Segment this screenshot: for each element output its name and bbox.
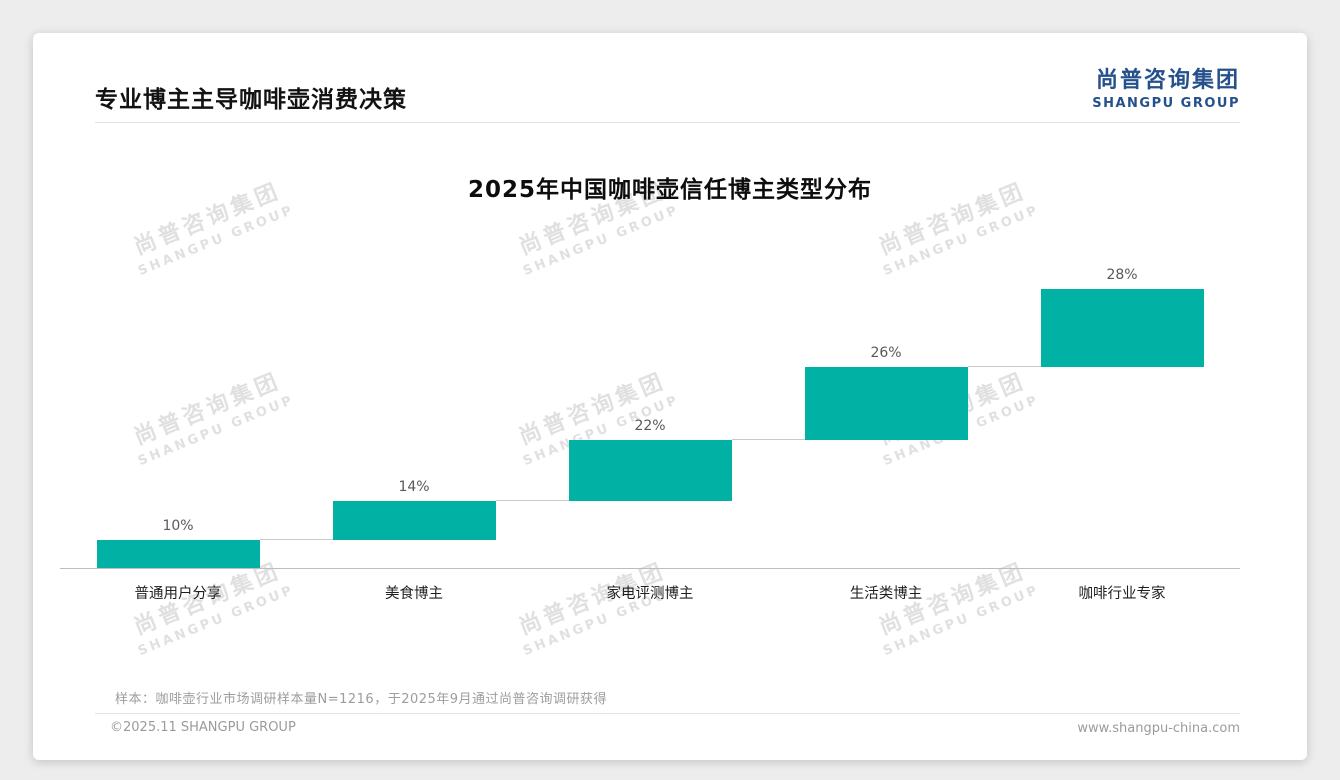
- x-axis-label: 咖啡行业专家: [1078, 586, 1166, 602]
- x-axis-label: 美食博主: [385, 586, 443, 602]
- footer-divider: [95, 713, 1240, 714]
- website-url: www.shangpu-china.com: [1077, 721, 1240, 736]
- step-connector: [967, 366, 1041, 368]
- watermark-english: SHANGPU GROUP: [136, 202, 297, 280]
- value-label: 10%: [162, 518, 194, 535]
- chart-title: 2025年中国咖啡壶信任博主类型分布: [467, 177, 872, 203]
- chart-plot: 10% 14% 22% 26% 28%: [60, 267, 1240, 568]
- x-axis-line: [60, 568, 1240, 569]
- step-connector: [495, 500, 569, 502]
- page-title: 专业博主主导咖啡壶消费决策: [95, 87, 407, 113]
- x-axis-label: 家电评测博主: [606, 586, 694, 602]
- brand-logo: 尚普咨询集团 SHANGPU GROUP: [1092, 62, 1240, 111]
- x-axis-label: 普通用户分享: [134, 586, 222, 602]
- brand-logo-english: SHANGPU GROUP: [1092, 96, 1240, 111]
- value-label: 22%: [634, 417, 666, 434]
- step-connector: [259, 539, 333, 541]
- bar-segment: [96, 540, 260, 568]
- sample-note: 样本：咖啡壶行业市场调研样本量N=1216，于2025年9月通过尚普咨询调研获得: [115, 692, 608, 707]
- value-label: 26%: [870, 345, 902, 362]
- x-axis-labels: 普通用户分享 美食博主 家电评测博主 生活类博主 咖啡行业专家: [60, 582, 1240, 604]
- value-label: 14%: [398, 479, 430, 496]
- watermark-english: SHANGPU GROUP: [521, 202, 682, 280]
- step-connector: [731, 438, 805, 440]
- header-divider: [95, 122, 1240, 123]
- bar-segment: [804, 367, 968, 440]
- copyright-text: ©2025.11 SHANGPU GROUP: [110, 720, 296, 735]
- slide-card: 尚普咨询集团 SHANGPU GROUP 尚普咨询集团 SHANGPU GROUP 尚普…: [33, 33, 1307, 760]
- bar-segment: [1040, 289, 1204, 368]
- bar-segment: [332, 501, 496, 541]
- value-label: 28%: [1106, 267, 1138, 283]
- x-axis-label: 生活类博主: [849, 586, 923, 602]
- bar-segment: [568, 439, 732, 502]
- brand-logo-chinese: 尚普咨询集团: [1095, 68, 1240, 93]
